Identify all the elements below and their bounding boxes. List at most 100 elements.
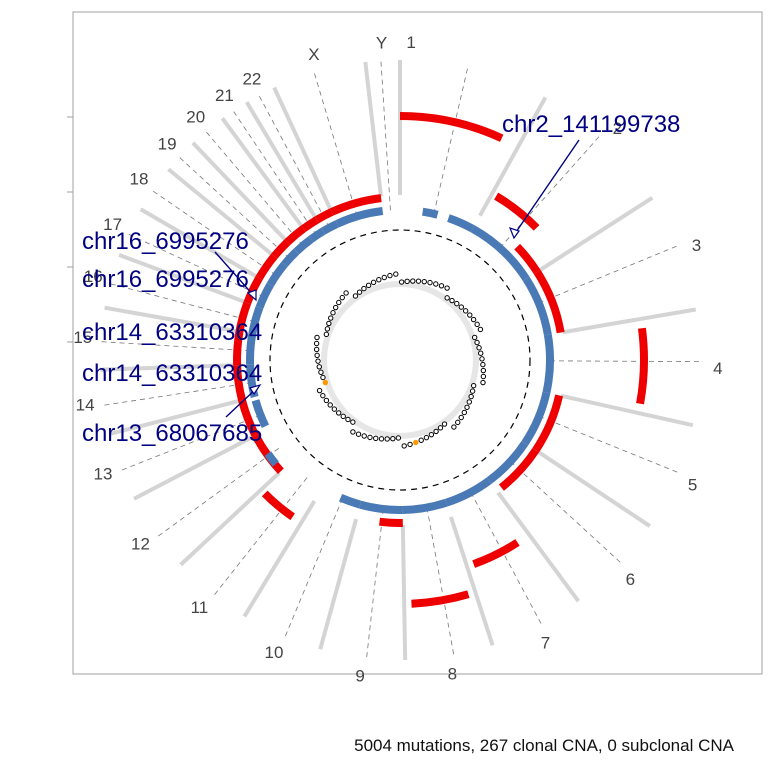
- chrom-label-5: 5: [688, 476, 697, 495]
- mutation-point-38: [433, 428, 439, 435]
- blue-cna-segment-chr2-2: [470, 225, 530, 282]
- chrom-label-6: 6: [626, 570, 635, 589]
- chrom-label-18: 18: [130, 169, 149, 188]
- mutation-point-22: [479, 356, 485, 362]
- red-cna-segment-chr2-2: [514, 243, 541, 275]
- mutation-point-50: [367, 434, 373, 441]
- mutation-point-43: [407, 441, 413, 448]
- chrom-label-Y: Y: [376, 34, 387, 53]
- red-cna-segment-chr16-15: [235, 301, 252, 333]
- mutation-point-6: [433, 281, 439, 287]
- mutation-point-46: [390, 435, 396, 442]
- chrom-label-11: 11: [191, 598, 209, 617]
- chrom-label-3: 3: [692, 236, 701, 255]
- boundary-line-chr4: [562, 307, 697, 335]
- red-cna-segment-chr8-8: [411, 590, 470, 608]
- red-cna-segment-chr5-5: [532, 394, 564, 453]
- mutation-point-75: [328, 315, 334, 321]
- mutation-point-58: [331, 406, 338, 412]
- chrom-label-14: 14: [76, 396, 95, 415]
- mutation-point-27: [470, 382, 477, 389]
- inner-ring: [321, 281, 479, 439]
- mutation-point-41: [418, 437, 424, 443]
- mutation-point-86: [376, 277, 382, 283]
- mutation-point-9: [444, 295, 450, 301]
- mutation-point-19: [474, 339, 480, 346]
- red-cna-segment-chr9-9: [379, 517, 403, 527]
- mutation-points: [313, 271, 487, 449]
- blue-cna-segment-chr4-4: [542, 334, 554, 394]
- chrom-label-17: 17: [103, 215, 122, 234]
- chrom-label-16: 16: [84, 267, 103, 286]
- boundary-line-chr13: [133, 434, 255, 501]
- mutation-point-52: [355, 431, 362, 437]
- mutation-point-30: [466, 399, 472, 405]
- dashed-guide-chr1: [433, 67, 469, 214]
- dashed-guide-chr5: [538, 415, 679, 473]
- mutation-point-0: [398, 279, 405, 285]
- mutation-point-87: [381, 274, 387, 281]
- mutation-point-80: [343, 290, 349, 296]
- mutation-point-89: [393, 271, 399, 277]
- mutation-point-12: [458, 304, 465, 310]
- driver-annotations: chr2_141199738 chr16_6995276 chr16_69952…: [82, 111, 680, 447]
- mutation-point-83: [361, 285, 367, 292]
- blue-cna-segment-chr21-20: [308, 227, 326, 243]
- mutation-point-49: [373, 435, 379, 442]
- mutation-point-33: [458, 414, 464, 421]
- dashed-guide-chrY: [380, 60, 391, 211]
- blue-cna-segment-chr1-0: [422, 207, 439, 219]
- mutation-point-63: [322, 379, 329, 386]
- red-cna-segment-chr18-17: [255, 253, 278, 281]
- red-cna-segment-chrX-22: [329, 194, 382, 216]
- blue-cna-segment-chr8-8: [402, 498, 448, 514]
- annotation-chr16-b: chr16_6995276: [82, 266, 249, 293]
- mutation-point-84: [365, 282, 372, 289]
- mutation-point-5: [427, 279, 433, 286]
- dashed-guide-chr22: [258, 95, 330, 228]
- blue-cna-segment-chr10-10: [338, 494, 362, 509]
- mutation-point-44: [401, 443, 407, 449]
- chrom-label-10: 10: [265, 643, 284, 662]
- annotation-leader-chr16: [214, 251, 256, 298]
- dashed-guide-chr21: [232, 110, 317, 236]
- plot-frame: [72, 11, 763, 675]
- blue-cna-segment-chr3-3: [522, 276, 552, 336]
- mutation-point-81: [352, 293, 359, 299]
- chrom-label-8: 8: [448, 665, 457, 684]
- boundary-line-chr14: [108, 398, 241, 436]
- boundary-line-chr22: [244, 101, 318, 220]
- blue-cna-segment-chr18-17: [266, 262, 288, 287]
- annotation-leader-chr2: [513, 139, 580, 236]
- dashed-guide-chr12: [157, 447, 279, 537]
- mutation-point-78: [336, 299, 342, 306]
- mutation-point-76: [330, 310, 336, 316]
- annotation-arrow-chr16: [246, 289, 257, 302]
- mutation-point-65: [318, 369, 324, 375]
- mutation-point-17: [477, 326, 484, 333]
- mutation-point-28: [469, 388, 476, 394]
- boundary-line-chrY: [363, 61, 383, 197]
- boundary-line-chr12: [179, 471, 281, 567]
- mutation-point-34: [455, 419, 461, 426]
- boundary-line-chr7: [496, 491, 581, 603]
- chrom-label-21: 21: [215, 86, 234, 105]
- blue-cna-segment-chr12-11: [264, 451, 279, 467]
- boundary-line-chr16: [104, 305, 238, 334]
- dashed-guide-chr14: [103, 382, 252, 406]
- chrom-label-13: 13: [94, 465, 113, 484]
- mutation-point-24: [480, 367, 487, 374]
- annotation-chr13: chr13_68067685: [82, 420, 262, 447]
- dashed-guide-chr10: [284, 498, 343, 638]
- annotation-chr14-a: chr14_63310364: [82, 319, 262, 346]
- boundary-line-chr21: [220, 117, 304, 229]
- blue-cna-segment-chr9-9: [359, 500, 403, 514]
- blue-cna-segment-chr17-16: [255, 282, 274, 309]
- mutation-point-69: [313, 346, 320, 353]
- boundary-line-chr17: [118, 252, 247, 305]
- mutation-point-31: [464, 404, 470, 410]
- mutation-point-40: [423, 434, 430, 441]
- boundary-line-chr20: [191, 141, 288, 242]
- annotation-arrow-chr2: [508, 227, 520, 240]
